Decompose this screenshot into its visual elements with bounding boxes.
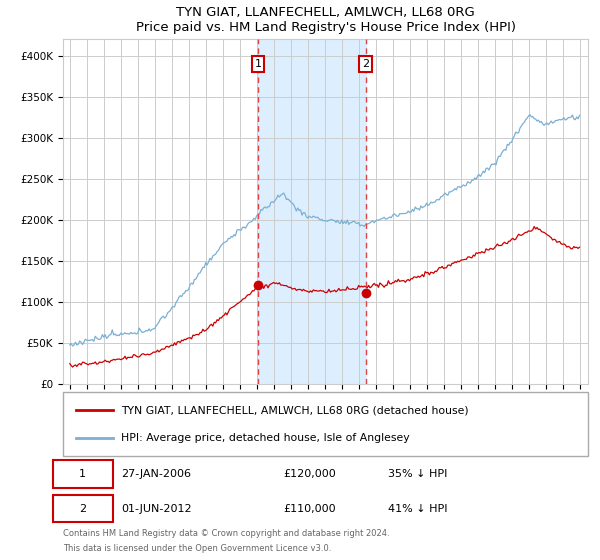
FancyBboxPatch shape: [53, 495, 113, 522]
FancyBboxPatch shape: [53, 460, 113, 488]
Text: Contains HM Land Registry data © Crown copyright and database right 2024.: Contains HM Land Registry data © Crown c…: [63, 529, 389, 538]
Text: HPI: Average price, detached house, Isle of Anglesey: HPI: Average price, detached house, Isle…: [121, 433, 409, 444]
Text: £110,000: £110,000: [284, 504, 336, 514]
Text: £120,000: £120,000: [284, 469, 336, 479]
Text: TYN GIAT, LLANFECHELL, AMLWCH, LL68 0RG (detached house): TYN GIAT, LLANFECHELL, AMLWCH, LL68 0RG …: [121, 405, 469, 415]
Title: TYN GIAT, LLANFECHELL, AMLWCH, LL68 0RG
Price paid vs. HM Land Registry's House : TYN GIAT, LLANFECHELL, AMLWCH, LL68 0RG …: [136, 6, 515, 34]
Bar: [258, 39, 366, 384]
Text: 2: 2: [79, 504, 86, 514]
Text: 35% ↓ HPI: 35% ↓ HPI: [389, 469, 448, 479]
Text: This data is licensed under the Open Government Licence v3.0.: This data is licensed under the Open Gov…: [63, 544, 331, 553]
Text: 01-JUN-2012: 01-JUN-2012: [121, 504, 191, 514]
FancyBboxPatch shape: [63, 392, 588, 456]
Text: 41% ↓ HPI: 41% ↓ HPI: [389, 504, 448, 514]
Text: 1: 1: [254, 59, 262, 69]
Text: 1: 1: [79, 469, 86, 479]
Text: 2: 2: [362, 59, 370, 69]
Text: 27-JAN-2006: 27-JAN-2006: [121, 469, 191, 479]
